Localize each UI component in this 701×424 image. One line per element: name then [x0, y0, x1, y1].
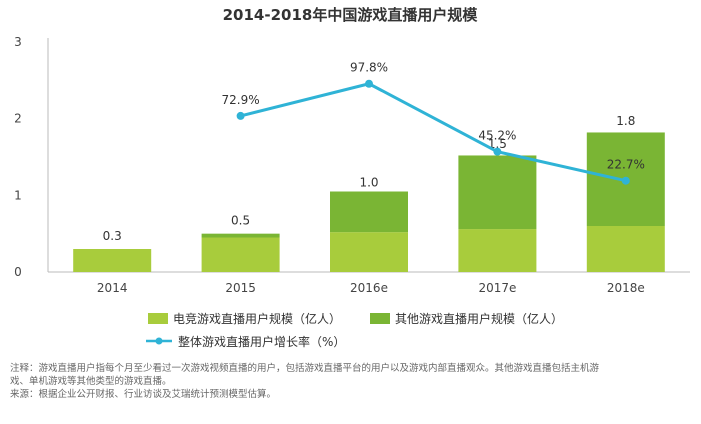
growth-label: 22.7%: [607, 158, 645, 172]
legend-marker-growth: [155, 337, 163, 345]
note-line-2: 戏、单机游戏等其他类型的游戏直播。: [10, 376, 172, 387]
growth-label: 72.9%: [222, 93, 260, 107]
chart: 2014-2018年中国游戏直播用户规模 0 1 2 3 2014 2015 2016e 20…: [14, 6, 690, 349]
legend-swatch-other: [370, 313, 390, 324]
growth-label: 97.8%: [350, 61, 388, 75]
growth-point: [365, 79, 373, 88]
chart-title: 2014-2018年中国游戏直播用户规模: [223, 6, 479, 24]
chart-notes: 注释：游戏直播用户指每个月至少看过一次游戏视频直播的用户，包括游戏直播平台的用户…: [10, 362, 692, 401]
bar-esports: [458, 229, 537, 272]
bar-other: [201, 233, 280, 238]
chart-bars: 0.30.51.01.51.8: [73, 114, 665, 272]
y-tick-label: 3: [14, 35, 22, 49]
bar-total-label: 1.0: [359, 175, 378, 189]
chart-legend: 电竞游戏直播用户规模（亿人） 其他游戏直播用户规模（亿人） 整体游戏直播用户增长…: [146, 311, 563, 349]
growth-label: 45.2%: [478, 129, 516, 143]
x-tick-label: 2017e: [478, 281, 516, 295]
source-line: 来源：根据企业公开财报、行业访谈及艾瑞统计预测模型估算。: [10, 389, 277, 400]
growth-line-layer: 72.9% 97.8% 45.2% 22.7%: [222, 61, 645, 185]
bar-other: [458, 155, 537, 230]
x-tick-label: 2018e: [607, 281, 645, 295]
note-line-1: 注释：游戏直播用户指每个月至少看过一次游戏视频直播的用户，包括游戏直播平台的用户…: [10, 363, 600, 374]
chart-axes: 0 1 2 3 2014 2015 2016e 2017e 2018e: [14, 35, 690, 295]
x-tick-label: 2014: [97, 281, 128, 295]
growth-line: [240, 82, 627, 183]
y-tick-label: 0: [14, 265, 22, 279]
y-tick-label: 2: [14, 112, 22, 126]
bar-esports: [73, 249, 152, 272]
bar-esports: [330, 232, 408, 272]
bar-total-label: 0.3: [103, 229, 122, 243]
x-tick-label: 2015: [225, 281, 256, 295]
bar-esports: [586, 226, 665, 272]
legend-swatch-esports: [148, 313, 168, 324]
legend-label-other: 其他游戏直播用户规模（亿人）: [395, 311, 563, 326]
growth-point: [236, 111, 245, 120]
legend-label-esports: 电竞游戏直播用户规模（亿人）: [173, 311, 341, 326]
growth-point: [493, 147, 502, 156]
bar-other: [330, 191, 408, 233]
bar-total-label: 0.5: [231, 214, 250, 228]
bar-esports: [201, 237, 280, 272]
y-tick-label: 1: [14, 188, 22, 202]
x-tick-label: 2016e: [350, 281, 388, 295]
growth-point: [621, 176, 630, 185]
bar-total-label: 1.8: [616, 114, 635, 128]
legend-label-growth: 整体游戏直播用户增长率（%）: [178, 334, 345, 349]
